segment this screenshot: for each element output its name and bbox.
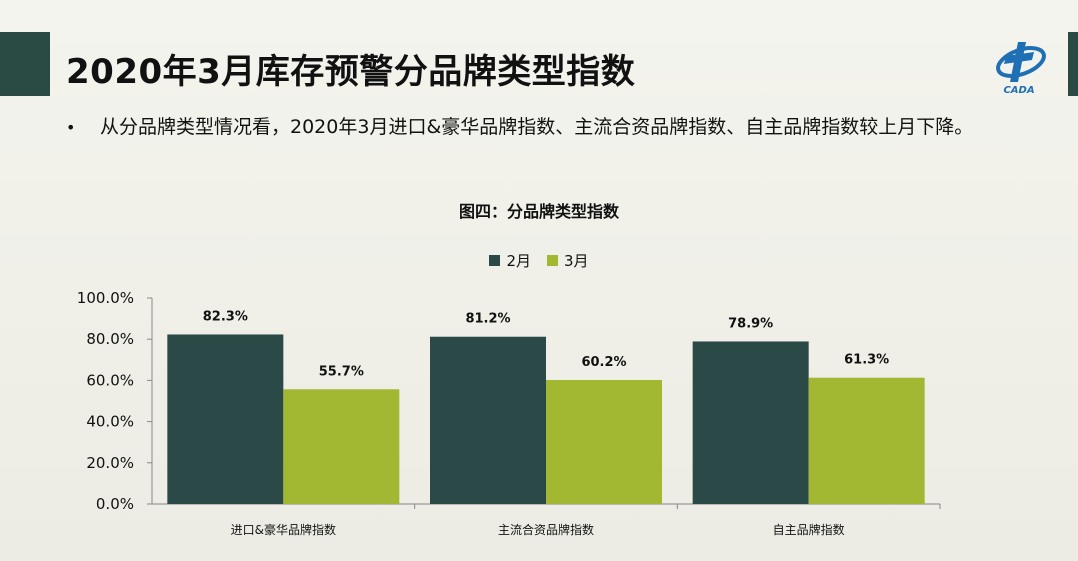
y-tick-label: 100.0% — [77, 289, 134, 307]
data-label: 61.3% — [844, 353, 889, 368]
data-label: 82.3% — [203, 309, 248, 324]
bar — [283, 389, 400, 504]
data-label: 55.7% — [319, 364, 364, 379]
bar — [430, 336, 546, 504]
bar — [692, 341, 809, 504]
data-label: 81.2% — [465, 312, 510, 327]
legend-swatch-feb — [489, 255, 501, 266]
y-tick-label: 0.0% — [96, 495, 134, 513]
data-label: 60.2% — [581, 355, 626, 370]
bar — [167, 334, 284, 504]
category-label: 主流合资品牌指数 — [498, 522, 594, 537]
legend-label-mar: 3月 — [564, 252, 589, 270]
data-label: 78.9% — [728, 316, 773, 331]
y-tick-label: 40.0% — [86, 413, 134, 431]
legend-swatch-mar — [547, 255, 558, 266]
legend-label-feb: 2月 — [506, 252, 531, 270]
title-accent-bar-left — [0, 32, 50, 96]
bullet-text: 从分品牌类型情况看，2020年3月进口&豪华品牌指数、主流合资品牌指数、自主品牌… — [100, 116, 974, 138]
bar — [808, 377, 925, 504]
y-tick-label: 20.0% — [86, 454, 134, 472]
chart-title: 图四：分品牌类型指数 — [458, 202, 619, 221]
y-tick-label: 60.0% — [86, 371, 134, 389]
y-tick-label: 80.0% — [86, 330, 134, 348]
legend-item-mar: 3月 — [547, 250, 589, 271]
page-title: 2020年3月库存预警分品牌类型指数 — [66, 52, 636, 92]
bullet-symbol: • — [66, 118, 76, 137]
title-accent-bar-right — [1068, 32, 1078, 96]
legend-item-feb: 2月 — [489, 250, 531, 271]
cada-logo-icon: CADA — [996, 42, 1046, 96]
logo-text: CADA — [1003, 85, 1034, 96]
category-label: 进口&豪华品牌指数 — [231, 522, 336, 537]
category-label: 自主品牌指数 — [773, 522, 845, 537]
bar — [546, 379, 662, 504]
chart-legend: 2月 3月 — [0, 250, 1078, 271]
